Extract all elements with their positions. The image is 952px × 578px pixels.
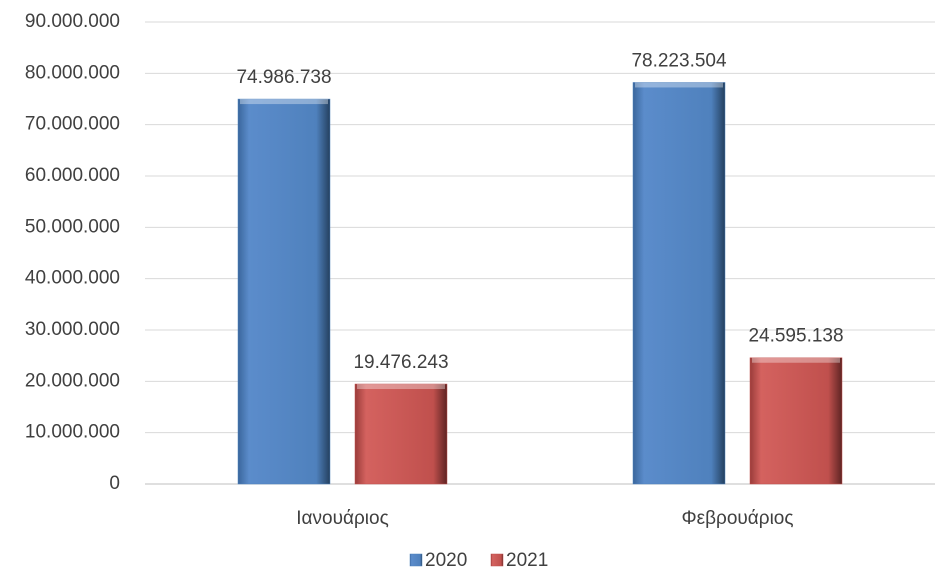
y-tick-label: 20.000.000 (25, 370, 120, 391)
bar-2020-1 (632, 82, 726, 485)
bar-2021-1 (749, 357, 843, 485)
y-tick-label: 90.000.000 (25, 11, 120, 32)
legend-label: 2021 (506, 550, 548, 571)
legend-label: 2020 (425, 550, 467, 571)
y-tick-label: 30.000.000 (25, 319, 120, 340)
data-label: 78.223.504 (631, 50, 727, 71)
bar-highlight (357, 384, 445, 390)
bar-highlight (752, 357, 840, 363)
bar-2020-0 (237, 98, 331, 485)
bars (237, 82, 843, 485)
y-tick-label: 10.000.000 (25, 422, 120, 443)
x-axis-category-labels: Ιανουάριος Φεβρουάριος (296, 508, 793, 529)
legend: 2020 2021 (409, 550, 548, 571)
bar-highlight (240, 99, 328, 105)
y-tick-label: 70.000.000 (25, 114, 120, 135)
data-label: 74.986.738 (236, 67, 331, 88)
y-tick-label: 40.000.000 (25, 268, 120, 289)
category-label: Φεβρουάριος (681, 508, 793, 529)
bar-2021-0 (354, 383, 448, 485)
data-labels: 74.986.738 19.476.243 78.223.504 24.595.138 (236, 50, 843, 373)
bar-highlight (635, 82, 723, 88)
y-tick-label: 0 (109, 473, 120, 494)
legend-swatch-2021 (490, 553, 504, 567)
y-tick-label: 50.000.000 (25, 216, 120, 237)
data-label: 19.476.243 (353, 352, 448, 373)
y-tick-label: 60.000.000 (25, 165, 120, 186)
y-tick-label: 80.000.000 (25, 62, 120, 83)
y-axis-tick-labels: 0 10.000.000 20.000.000 30.000.000 40.000.00… (25, 11, 120, 494)
legend-swatch-2020 (409, 553, 423, 567)
data-label: 24.595.138 (748, 326, 843, 347)
category-label: Ιανουάριος (296, 508, 388, 529)
